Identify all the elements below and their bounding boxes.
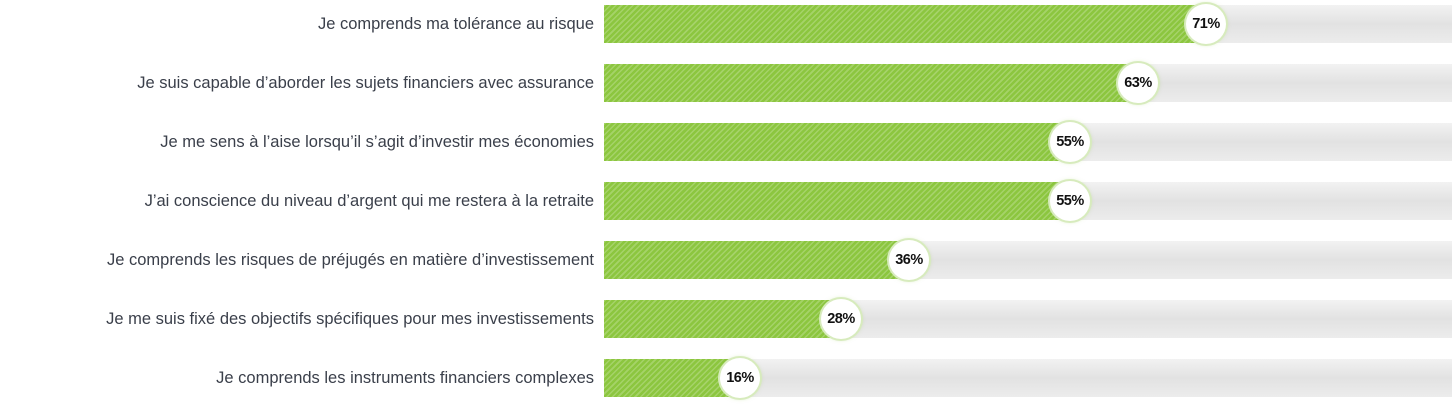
category-label: J’ai conscience du niveau d’argent qui m… <box>144 192 594 210</box>
value-label: 28% <box>821 299 861 339</box>
value-label: 63% <box>1118 63 1158 103</box>
bar-track: 16% <box>604 358 1452 398</box>
value-label: 55% <box>1050 181 1090 221</box>
bar <box>604 5 1206 43</box>
bar <box>604 300 841 338</box>
bar-row: Je comprends les risques de préjugés en … <box>0 240 1456 280</box>
bar-row: Je me suis fixé des objectifs spécifique… <box>0 299 1456 339</box>
bar-track: 55% <box>604 181 1452 221</box>
category-label: Je comprends ma tolérance au risque <box>317 15 594 33</box>
category-label: Je comprends les risques de préjugés en … <box>107 251 594 269</box>
bar-row: Je me sens à l’aise lorsqu’il s’agit d’i… <box>0 122 1456 162</box>
category-label: Je me sens à l’aise lorsqu’il s’agit d’i… <box>160 133 594 151</box>
bar-row: J’ai conscience du niveau d’argent qui m… <box>0 181 1456 221</box>
value-label: 71% <box>1186 4 1226 44</box>
category-label: Je comprends les instruments financiers … <box>216 369 594 387</box>
bar <box>604 241 909 279</box>
category-label: Je suis capable d’aborder les sujets fin… <box>137 74 594 92</box>
bar-track: 71% <box>604 4 1452 44</box>
bar-row: Je comprends les instruments financiers … <box>0 358 1456 398</box>
bar <box>604 359 740 397</box>
value-label: 55% <box>1050 122 1090 162</box>
bar-row: Je suis capable d’aborder les sujets fin… <box>0 63 1456 103</box>
bar-track: 36% <box>604 240 1452 280</box>
value-label: 16% <box>720 358 760 398</box>
bar <box>604 182 1070 220</box>
bar-track: 55% <box>604 122 1452 162</box>
bar-track: 28% <box>604 299 1452 339</box>
bar <box>604 123 1070 161</box>
bar <box>604 64 1138 102</box>
bar-row: Je comprends ma tolérance au risque 71% <box>0 4 1456 44</box>
value-label: 36% <box>889 240 929 280</box>
category-label: Je me suis fixé des objectifs spécifique… <box>106 310 594 328</box>
bar-track: 63% <box>604 63 1452 103</box>
